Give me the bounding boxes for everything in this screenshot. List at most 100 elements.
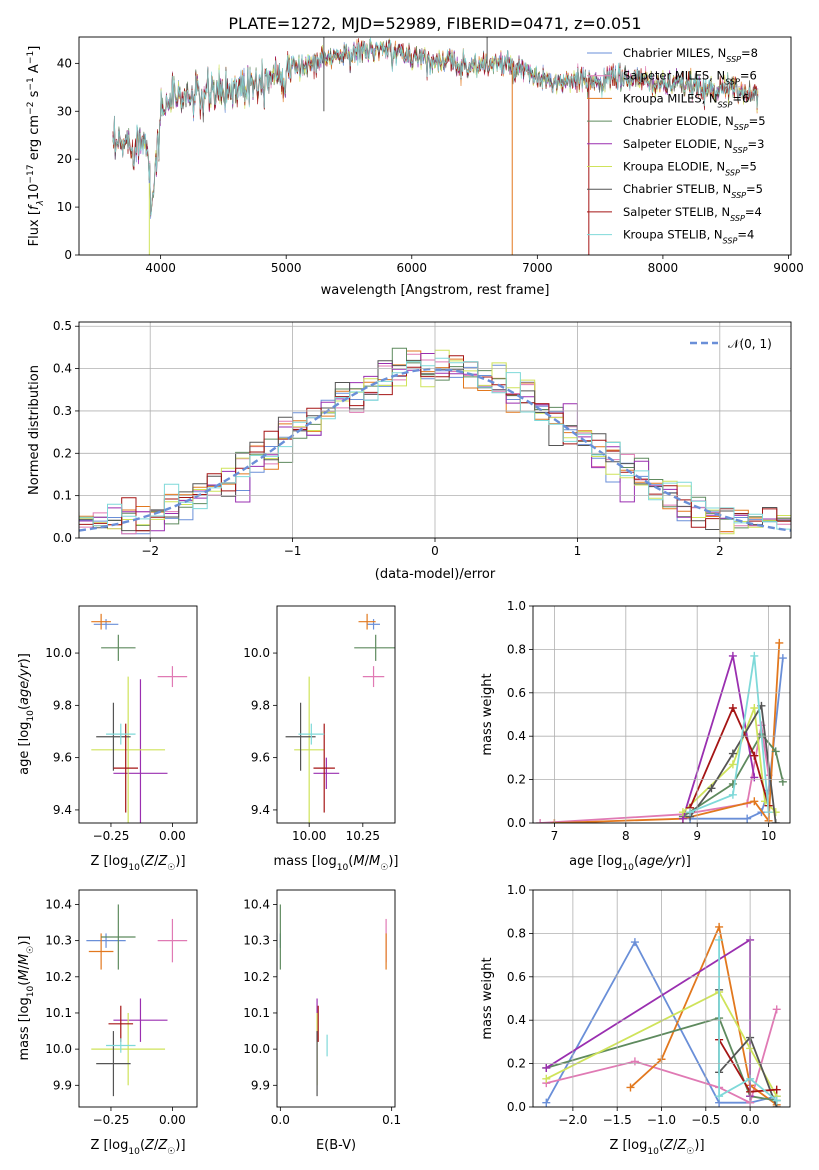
y-tick-label: 9.4 xyxy=(53,803,72,817)
series-marker xyxy=(778,654,787,663)
y-tick-label: 10 xyxy=(57,200,72,214)
series-marker xyxy=(771,747,780,756)
series-line xyxy=(629,923,778,1106)
axes-mass-vs-ebv: 0.0 0.1 9.9 10.0 10.1 10.2 10.3 10.4 E(B-V) xyxy=(243,889,401,1153)
x-tick-label: 0.1 xyxy=(382,1113,401,1127)
y-tick-label: 0 xyxy=(64,248,72,262)
x-tick-label: 9 xyxy=(693,829,701,843)
y-tick-label: 0.2 xyxy=(507,773,526,787)
y-tick-label: 0.4 xyxy=(507,729,526,743)
axes-frame xyxy=(276,889,396,1108)
y-tick-label: 9.4 xyxy=(251,803,270,817)
legend: Chabrier MILES, NSSP=8 Salpeter MILES, NS… xyxy=(587,46,766,245)
y-axis-label: Flux [fλ10−17 erg cm−2 s−1 A−1] xyxy=(26,46,46,247)
y-tick-label: 0.0 xyxy=(53,531,72,545)
series-marker xyxy=(772,1085,781,1094)
y-axis-label: age [log10(age/yr)] xyxy=(17,653,36,775)
legend-label: Salpeter MILES, NSSP=6 xyxy=(623,69,757,87)
y-tick-label: 0.4 xyxy=(507,1013,526,1027)
series-marker xyxy=(750,703,759,712)
legend-label: Salpeter ELODIE, NSSP=3 xyxy=(623,137,764,155)
axes-age-vs-mass: 10.00 10.25 9.4 9.6 9.8 10.0 mass [log10(M/M☉)… xyxy=(243,605,399,873)
y-tick-label: 10.1 xyxy=(243,1006,270,1020)
series-marker xyxy=(772,1005,781,1014)
legend-label: Kroupa ELODIE, NSSP=5 xyxy=(623,160,757,178)
series-marker xyxy=(728,703,737,712)
y-tick-label: 9.8 xyxy=(53,698,72,712)
series-marker xyxy=(542,1074,551,1083)
spectrum-line xyxy=(112,37,759,216)
y-tick-label: 30 xyxy=(57,104,72,118)
series-line xyxy=(689,655,770,813)
x-tick-label: 0 xyxy=(431,544,439,558)
series-marker xyxy=(772,1096,781,1105)
figure-title: PLATE=1272, MJD=52989, FIBERID=0471, z=0… xyxy=(228,14,641,33)
y-tick-label: 10.2 xyxy=(243,970,270,984)
y-tick-label: 0.8 xyxy=(507,926,526,940)
plot-area xyxy=(279,904,387,1097)
axes-spectrum: 4000 5000 6000 7000 8000 9000 0 10 20 30 40 wavelen… xyxy=(26,36,804,298)
y-tick-label: 9.6 xyxy=(53,751,72,765)
y-tick-label: 10.3 xyxy=(243,934,270,948)
series-marker xyxy=(750,773,759,782)
series-marker xyxy=(775,638,784,647)
y-tick-label: 20 xyxy=(57,152,72,166)
x-tick-label: −0.5 xyxy=(691,1113,720,1127)
axes-frame xyxy=(276,605,396,824)
series-marker xyxy=(771,819,780,823)
y-tick-label: 0.5 xyxy=(53,319,72,333)
axes-frame xyxy=(78,605,198,824)
legend-label: 𝒩(0, 1) xyxy=(728,337,772,351)
series-marker xyxy=(750,797,759,806)
y-axis-label: mass weight xyxy=(480,957,495,1039)
axes-residuals: −2 −1 0 1 2 0.0 0.1 0.2 0.3 0.4 0.5 𝒩(0, 1) (data-mo… xyxy=(27,319,792,582)
x-tick-label: −0.25 xyxy=(93,829,130,843)
x-tick-label: −2.0 xyxy=(558,1113,587,1127)
series-marker xyxy=(678,808,687,817)
legend-label: Chabrier MILES, NSSP=8 xyxy=(623,46,758,64)
series-marker xyxy=(728,651,737,660)
x-tick-label: −1.0 xyxy=(647,1113,676,1127)
y-tick-label: 10.0 xyxy=(45,646,72,660)
x-axis-label: (data-model)/error xyxy=(375,567,496,582)
x-tick-label: 0.00 xyxy=(159,1113,186,1127)
y-tick-label: 10.0 xyxy=(243,1042,270,1056)
y-tick-label: 1.0 xyxy=(507,599,526,613)
y-tick-label: 0.1 xyxy=(53,489,72,503)
axes-age-vs-Z: −0.25 0.00 9.4 9.6 9.8 10.0 Z [log10(Z/Z☉)] age… xyxy=(17,605,198,873)
y-tick-label: 9.8 xyxy=(251,698,270,712)
axes-massweight-vs-age: 7 8 9 10 0.0 0.2 0.4 0.6 0.8 1.0 mass weight age [l… xyxy=(480,599,791,873)
series-marker xyxy=(686,808,695,817)
y-tick-label: 0.6 xyxy=(507,686,526,700)
x-tick-label: 10.00 xyxy=(292,829,326,843)
y-tick-label: 10.3 xyxy=(45,934,72,948)
y-tick-label: 1.0 xyxy=(507,883,526,897)
series-marker xyxy=(630,1057,639,1066)
axes-frame xyxy=(532,605,791,824)
y-tick-label: 10.1 xyxy=(45,1006,72,1020)
series-line xyxy=(540,725,770,823)
axes-frame xyxy=(532,889,791,1108)
x-axis-label: E(B-V) xyxy=(316,1138,356,1153)
y-tick-label: 10.2 xyxy=(45,970,72,984)
axes-massweight-vs-Z: −2.0 −1.5 −1.0 −0.5 0.0 0.0 0.2 0.4 0.6 0.8 1.0 mas… xyxy=(480,883,791,1157)
y-tick-label: 10.0 xyxy=(243,646,270,660)
series-line xyxy=(689,705,770,809)
x-tick-label: 8 xyxy=(622,829,630,843)
x-axis-label: Z [log10(Z/Z☉)] xyxy=(90,854,185,873)
y-tick-label: 0.0 xyxy=(507,1100,526,1114)
y-tick-label: 0.2 xyxy=(53,446,72,460)
series-marker xyxy=(715,922,724,931)
x-tick-label: 8000 xyxy=(648,261,679,275)
series-marker xyxy=(750,651,759,660)
x-tick-label: 10 xyxy=(761,829,776,843)
y-tick-label: 10.0 xyxy=(45,1042,72,1056)
series-line xyxy=(718,939,778,1102)
series-marker xyxy=(542,1063,551,1072)
y-tick-label: 0.4 xyxy=(53,362,72,376)
axes-frame xyxy=(78,889,198,1108)
y-tick-label: 0.8 xyxy=(507,642,526,656)
x-tick-label: 1 xyxy=(574,544,582,558)
x-tick-label: −1.5 xyxy=(603,1113,632,1127)
axes-frame xyxy=(78,321,792,539)
